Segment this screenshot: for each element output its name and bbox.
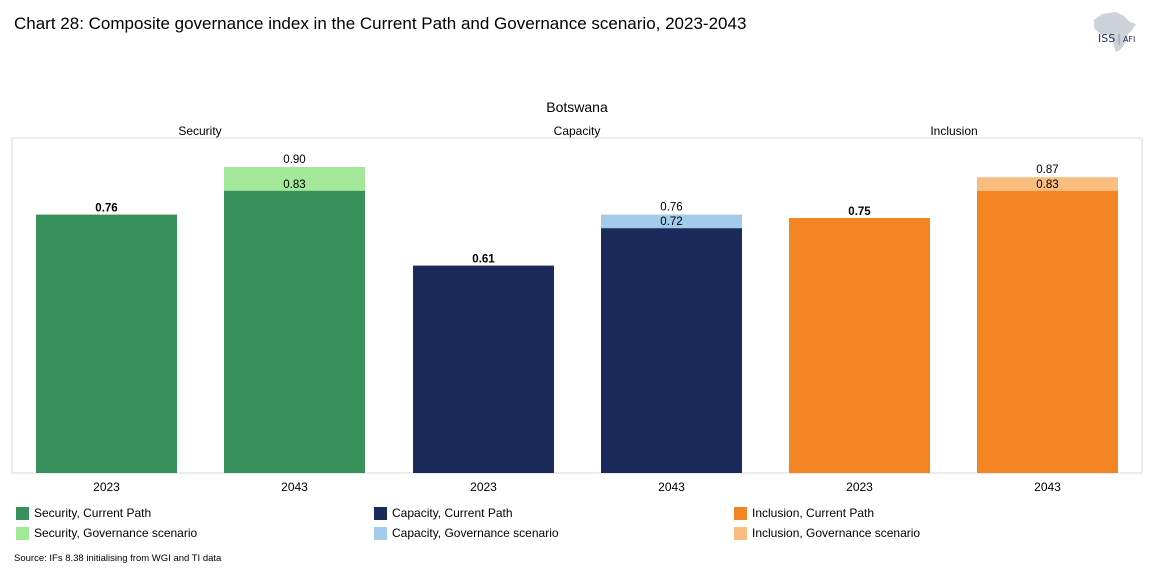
bar-governance: [224, 167, 365, 191]
legend-swatch: [734, 506, 747, 520]
legend-swatch: [16, 526, 29, 540]
legend-item: Inclusion, Current Path: [734, 506, 874, 520]
x-tick-label: 2023: [93, 480, 120, 494]
legend: Security, Current Path Security, Governan…: [16, 506, 1146, 546]
bar-current-path: [413, 265, 554, 473]
data-label-current-path: 0.76: [95, 203, 117, 215]
x-tick-label: 2023: [846, 480, 873, 494]
legend-label: Inclusion, Governance scenario: [752, 526, 921, 540]
x-tick-label: 2043: [1034, 480, 1061, 494]
logo-name: ISS: [1098, 32, 1116, 45]
plot-area: [11, 137, 1143, 474]
bar-current-path: [789, 218, 930, 473]
legend-swatch: [374, 506, 387, 520]
legend-item: Security, Current Path: [16, 506, 151, 520]
legend-swatch: [16, 506, 29, 520]
logo-wordmark: ISS | AFI: [1098, 32, 1136, 45]
bar-current-path: [224, 190, 365, 474]
legend-item: Security, Governance scenario: [16, 526, 197, 540]
legend-swatch: [734, 526, 747, 540]
legend-swatch: [374, 526, 387, 540]
data-label-governance: 0.87: [1036, 164, 1058, 176]
bar-current-path: [36, 214, 177, 473]
data-label-governance: 0.76: [660, 202, 682, 214]
data-label-current-path: 0.72: [660, 216, 682, 228]
legend-item: Inclusion, Governance scenario: [734, 526, 920, 540]
data-label-current-path: 0.75: [848, 206, 871, 218]
legend-label: Security, Current Path: [34, 506, 152, 520]
legend-label: Security, Governance scenario: [34, 526, 198, 540]
source-note: Source: IFs 8.38 initialising from WGI a…: [14, 553, 222, 564]
africa-map-icon: [1094, 12, 1136, 52]
group-label-security: Security: [178, 124, 221, 138]
x-tick-label: 2043: [281, 480, 308, 494]
bar-current-path: [601, 228, 742, 473]
data-label-governance: 0.90: [283, 154, 305, 166]
bar-current-path: [977, 190, 1118, 474]
legend-label: Capacity, Governance scenario: [392, 526, 559, 540]
legend-label: Capacity, Current Path: [392, 506, 513, 520]
legend-item: Capacity, Governance scenario: [374, 526, 559, 540]
data-label-current-path: 0.83: [283, 179, 305, 191]
bar-governance: [601, 214, 742, 229]
legend-item: Capacity, Current Path: [374, 506, 513, 520]
group-label-capacity: Capacity: [554, 124, 601, 138]
chart-title: Botswana: [546, 99, 608, 115]
data-label-current-path: 0.61: [472, 254, 495, 266]
legend-label: Inclusion, Current Path: [752, 506, 875, 520]
x-tick-label: 2043: [658, 480, 685, 494]
bar-governance: [977, 177, 1118, 191]
x-tick-label: 2023: [470, 480, 497, 494]
chart: Botswana Security 0.76 2023 0.90 0.83 2043 Capa…: [11, 99, 1143, 494]
page-title: Chart 28: Composite governance index in …: [14, 14, 747, 33]
data-label-current-path: 0.83: [1036, 179, 1058, 191]
group-label-inclusion: Inclusion: [930, 124, 977, 138]
logo-sub: AFI: [1122, 35, 1136, 44]
